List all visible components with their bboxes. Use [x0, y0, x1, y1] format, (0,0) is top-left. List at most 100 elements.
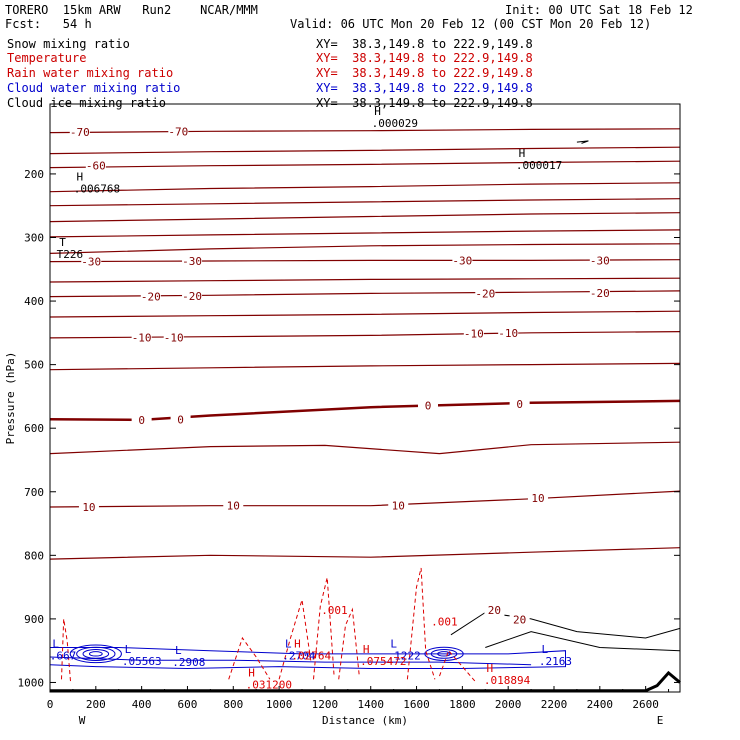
rain-contour — [406, 567, 436, 680]
x-tick-label: 200 — [86, 698, 106, 711]
x-tick-label: 1800 — [449, 698, 476, 711]
isotherm-label-bg — [589, 286, 610, 299]
east-label: E — [657, 714, 664, 727]
isotherm-label-bg — [168, 125, 189, 138]
isotherm-label-bg — [78, 501, 99, 514]
y-tick-label: 700 — [24, 486, 44, 499]
legend-xy-temperature: XY= 38.3,149.8 to 222.9,149.8 — [316, 51, 533, 65]
isotherm-label-bg — [69, 125, 90, 138]
isotherm-line — [49, 310, 681, 318]
x-tick-label: 1000 — [266, 698, 293, 711]
x-tick-label: 2400 — [587, 698, 614, 711]
isotherm-label-bg — [498, 326, 519, 339]
extremum-value-label: .031200 — [246, 678, 292, 691]
x-tick-label: 2000 — [495, 698, 522, 711]
snow-contour — [450, 611, 681, 639]
extremum-marker: H — [248, 666, 255, 679]
extremum-value-label: .02764 — [291, 650, 331, 663]
isotherm-line — [49, 362, 681, 371]
rain-contour — [439, 649, 477, 683]
isotherm-line — [49, 128, 681, 134]
extremum-value-label: .075472 — [360, 655, 406, 668]
rain-contour — [61, 618, 72, 683]
forecast-hour: Fcst: 54 h — [5, 17, 92, 31]
legend-name-temperature: Temperature — [7, 51, 87, 65]
y-axis-label: Pressure (hPa) — [4, 352, 17, 445]
y-tick-label: 300 — [24, 231, 44, 244]
rain-contour — [338, 607, 360, 680]
isotherm-label: -10 — [164, 331, 184, 344]
extremum-value-label: .001 — [321, 604, 348, 617]
isotherm-label-bg — [388, 499, 409, 512]
extremum-value-label: .001 — [431, 615, 458, 628]
isotherm-line — [49, 547, 681, 560]
legend-xy-snow: XY= 38.3,149.8 to 222.9,149.8 — [316, 37, 533, 51]
isotherm-line — [49, 198, 681, 207]
y-tick-label: 600 — [24, 422, 44, 435]
extremum-marker: L — [390, 638, 397, 651]
isotherm-label: 0 — [138, 414, 145, 427]
extremum-value-label: .018894 — [484, 674, 531, 687]
isotherm-label: 0 — [425, 399, 432, 412]
x-tick-label: 600 — [178, 698, 198, 711]
isotherm-label: -20 — [475, 287, 495, 300]
isotherm-label: -20 — [590, 287, 610, 300]
x-tick-label: 1600 — [403, 698, 430, 711]
isotherm-label-bg — [85, 159, 106, 172]
rain-contour — [313, 577, 335, 680]
chart-data-layer: -70 -70-60-30 -30 -30 -30-20 -20 -20 -20-10 -10-… — [49, 105, 681, 693]
extremum-value-label: .05563 — [122, 655, 162, 668]
isotherm-label: -30 — [81, 256, 101, 269]
cloud-water-contour — [49, 656, 532, 666]
extremum-marker: L — [52, 638, 59, 651]
x-tick-label: 2200 — [541, 698, 568, 711]
y-tick-label: 400 — [24, 295, 44, 308]
legend-name-cloud-ice: Cloud ice mixing ratio — [7, 96, 166, 110]
init-time: Init: 00 UTC Sat 18 Feb 12 — [505, 3, 693, 17]
isotherm-label: -70 — [70, 126, 90, 139]
x-tick-label: 800 — [223, 698, 243, 711]
extremum-marker: H — [374, 105, 381, 118]
isotherm-line — [49, 182, 681, 193]
extremum-value-label: .2704 — [282, 650, 315, 663]
cloud-water-contour — [49, 647, 566, 670]
extremum-value-label: T226 — [57, 248, 84, 261]
isotherm-label: -20 — [182, 290, 202, 303]
legend-xy-cloud-ice: XY= 38.3,149.8 to 222.9,149.8 — [316, 96, 533, 110]
isotherm-label: 20 — [513, 614, 526, 627]
isotherm-label: -60 — [86, 160, 106, 173]
cloud-water-cell-contour — [424, 646, 464, 661]
isotherm-label: -70 — [168, 125, 188, 138]
extremum-value-label: .000029 — [372, 117, 418, 130]
cloud-water-cell-contour — [76, 646, 116, 661]
x-tick-label: 400 — [132, 698, 152, 711]
isotherm-label: -20 — [141, 291, 161, 304]
y-tick-label: 500 — [24, 359, 44, 372]
cloud-water-cell-contour — [88, 651, 103, 657]
isotherm-label-bg — [223, 499, 244, 512]
isotherm-line — [49, 441, 681, 455]
y-tick-label: 1000 — [18, 676, 45, 689]
isotherm-label: 20 — [488, 604, 501, 617]
isotherm-label: -10 — [464, 327, 484, 340]
x-tick-label: 2600 — [632, 698, 659, 711]
isotherm-label-bg — [509, 398, 530, 411]
extremum-value-label: .1222 — [388, 650, 421, 663]
y-tick-label: 800 — [24, 549, 44, 562]
legend-xy-rain: XY= 38.3,149.8 to 222.9,149.8 — [316, 66, 533, 80]
snow-contour — [485, 631, 681, 652]
isotherm-label-bg — [509, 613, 530, 626]
cloud-water-cell-contour — [69, 644, 122, 664]
legend-name-snow: Snow mixing ratio — [7, 37, 130, 51]
extremum-value-label: .006768 — [74, 182, 120, 195]
isotherm-label-bg — [527, 492, 548, 505]
extremum-marker: H — [487, 662, 494, 675]
chart-axes: 0 200 400 600 800 1000 1200 1400 1600 1800 2000 220… — [4, 103, 681, 727]
isotherm-label: 10 — [227, 500, 240, 513]
isotherm-label: -30 — [182, 255, 202, 268]
isotherm-label: 0 — [516, 398, 523, 411]
isotherm-line — [49, 331, 681, 339]
isotherm-line — [49, 160, 681, 169]
isotherm-label-bg — [131, 413, 152, 426]
cloud-water-cell-contour — [437, 651, 451, 657]
